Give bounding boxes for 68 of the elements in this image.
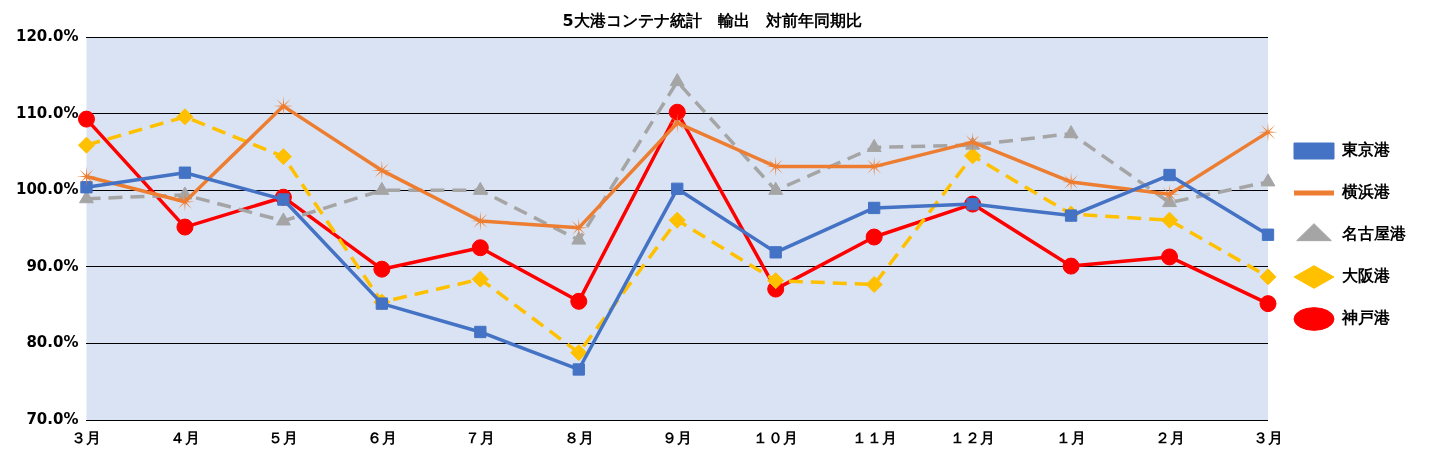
y-tick-label: 110.0% [15,103,79,122]
point [765,156,786,177]
point [76,166,97,187]
point [176,108,194,126]
point [866,138,882,152]
point [1063,125,1079,139]
x-tick-label: ５月 [268,428,299,447]
x-tick-label: ３月 [71,428,102,447]
point [767,272,785,290]
y-tick-label: 90.0% [26,256,79,275]
point [472,181,488,195]
chart-title: 5大港コンテナ統計 輸出 対前年同期比 [562,10,862,30]
point [374,181,390,195]
x-tick-label: １１月 [851,428,897,447]
point [1163,168,1176,182]
point [373,260,391,278]
point [1161,211,1179,229]
point [865,228,883,246]
point [178,166,192,179]
x-tick-label: ６月 [366,428,397,447]
point [572,363,585,376]
point [865,275,883,293]
point [768,181,784,195]
legend-label: 名古屋港 [1341,224,1407,244]
point [1259,268,1277,286]
point [1064,209,1078,222]
point [274,148,292,166]
legend-label: 東京港 [1341,140,1391,160]
point [1161,248,1179,266]
legend-label: 神戸港 [1341,308,1391,328]
point [671,182,684,195]
legend-label: 横浜港 [1341,182,1391,202]
point [474,325,487,339]
point [571,231,587,245]
point [77,110,95,128]
point [77,136,95,154]
point [1261,228,1275,241]
point [275,212,291,226]
x-tick-label: １０月 [753,428,799,447]
x-tick-label: １月 [1056,428,1087,447]
y-tick-label: 100.0% [15,180,79,199]
point [668,103,686,121]
point [964,147,982,165]
x-tick-label: ９月 [662,428,693,447]
y-tick-label: 70.0% [26,409,79,428]
x-tick-label: ４月 [169,428,200,447]
y-tick-label: 120.0% [15,27,79,46]
x-tick-label: ７月 [465,428,496,447]
point [868,201,881,215]
point [570,292,588,310]
x-tick-label: １２月 [950,428,996,447]
point [176,218,194,236]
point [471,270,489,288]
y-tick-label: 80.0% [26,333,79,352]
point [769,246,782,259]
x-tick-label: ３月 [1253,428,1283,447]
point [1259,295,1277,313]
legend-label: 大阪港 [1342,266,1391,286]
point [375,297,389,310]
point [570,344,588,362]
point [1062,257,1080,275]
point [1260,173,1276,187]
point [669,73,685,87]
x-tick-label: ８月 [563,428,594,447]
x-tick-label: ２月 [1154,428,1185,447]
point [80,181,93,194]
point [668,211,686,229]
point [471,239,489,257]
